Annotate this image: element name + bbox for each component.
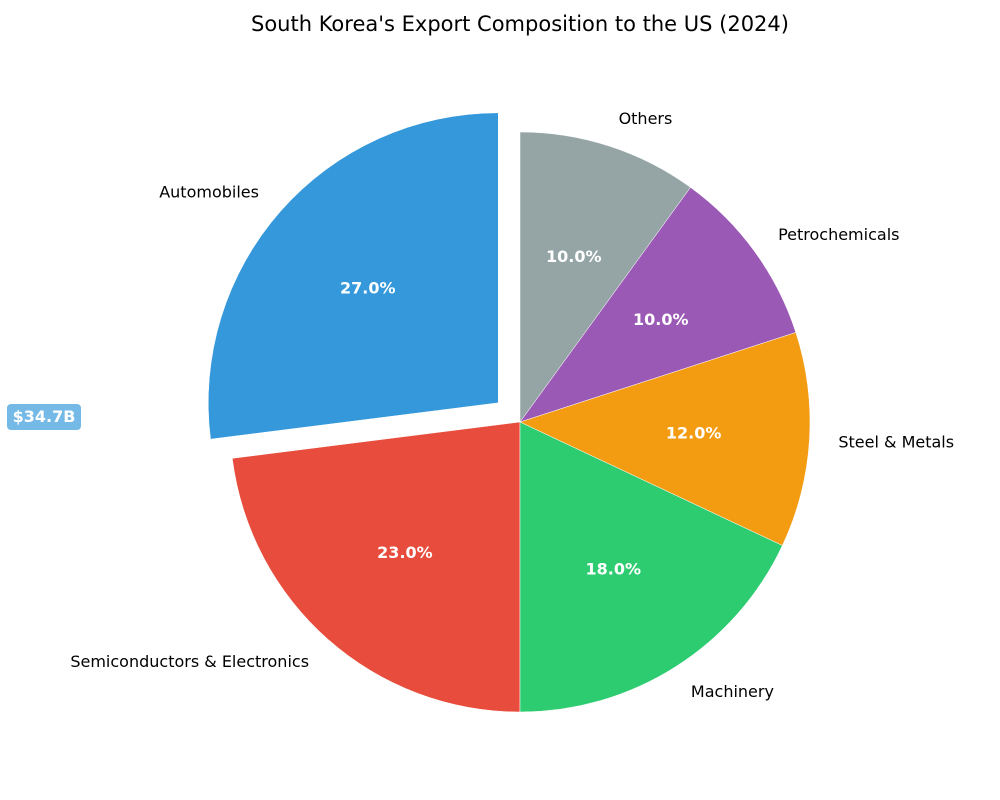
percent-label-automobiles: 27.0% bbox=[340, 278, 396, 297]
pie-slice-machinery bbox=[519, 421, 783, 713]
percent-label-machinery: 18.0% bbox=[585, 559, 641, 578]
pie-slices bbox=[208, 112, 811, 713]
category-label-semiconductors-and-electronics: Semiconductors & Electronics bbox=[70, 652, 309, 671]
pie-slice-steel-and-metals bbox=[519, 332, 811, 546]
annotation-badge bbox=[7, 404, 81, 430]
pie-slice-semiconductors-and-electronics bbox=[232, 421, 521, 713]
value-annotation: $34.7B bbox=[7, 404, 81, 430]
chart-title: South Korea's Export Composition to the … bbox=[251, 12, 789, 36]
percent-label-petrochemicals: 10.0% bbox=[633, 310, 689, 329]
percent-label-semiconductors-and-electronics: 23.0% bbox=[377, 543, 433, 562]
category-label-petrochemicals: Petrochemicals bbox=[778, 225, 899, 244]
category-label-automobiles: Automobiles bbox=[159, 182, 259, 201]
category-label-others: Others bbox=[619, 109, 673, 128]
pie-slice-others bbox=[519, 131, 691, 423]
pie-slice-automobiles bbox=[208, 112, 499, 440]
category-label-machinery: Machinery bbox=[691, 682, 774, 701]
annotation-text: $34.7B bbox=[13, 407, 76, 426]
percent-label-steel-and-metals: 12.0% bbox=[666, 423, 722, 442]
percent-label-others: 10.0% bbox=[546, 247, 602, 266]
slice-labels: 27.0% Automobiles 23.0% Semiconductors & El… bbox=[70, 109, 954, 701]
category-label-steel-and-metals: Steel & Metals bbox=[838, 433, 954, 452]
pie-slice-petrochemicals bbox=[519, 187, 797, 423]
